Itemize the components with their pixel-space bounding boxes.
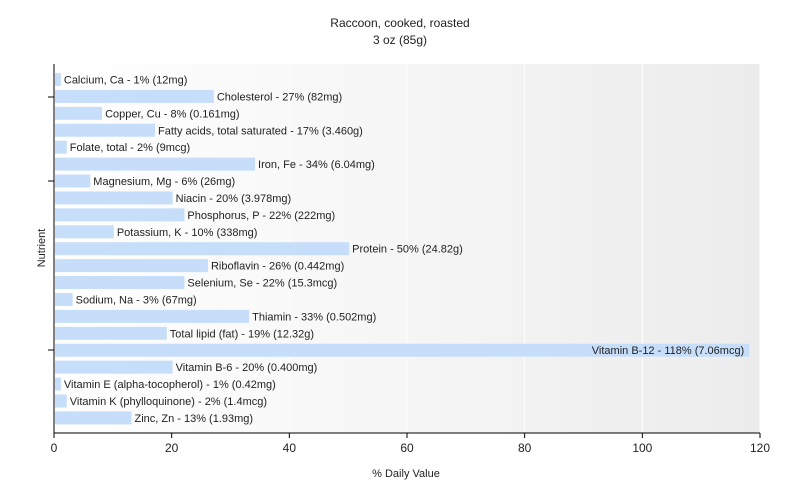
bar-label: Potassium, K - 10% (338mg) (117, 227, 258, 239)
chart-title: Raccoon, cooked, roasted (330, 16, 469, 30)
bar (55, 174, 91, 188)
bars-group (55, 73, 750, 425)
bar (55, 326, 167, 340)
x-axis-label: % Daily Value (372, 468, 440, 480)
bar (55, 343, 750, 357)
bar-label: Sodium, Na - 3% (67mg) (76, 294, 197, 306)
bar-label: Fatty acids, total saturated - 17% (3.46… (158, 125, 363, 137)
x-tick-labels: 0 20 40 60 80 100 120 (51, 441, 771, 455)
bar (55, 89, 214, 103)
bar-label: Magnesium, Mg - 6% (26mg) (93, 176, 235, 188)
bar (55, 292, 73, 306)
bar (55, 394, 67, 408)
bar (55, 225, 114, 239)
x-tick-label: 120 (750, 441, 770, 455)
bar-label: Calcium, Ca - 1% (12mg) (64, 75, 187, 87)
bar (55, 208, 185, 222)
axes-group (48, 64, 761, 438)
bar (55, 191, 173, 205)
bar-label: Zinc, Zn - 13% (1.93mg) (134, 413, 253, 425)
y-axis-label: Nutrient (36, 229, 48, 268)
x-tick-label: 100 (632, 441, 652, 455)
bar-label: Vitamin E (alpha-tocopherol) - 1% (0.42m… (64, 379, 276, 391)
bar (55, 73, 61, 86)
bar (55, 276, 185, 290)
bar-label: Vitamin B-6 - 20% (0.400mg) (176, 362, 318, 374)
x-tick-label: 0 (51, 441, 58, 455)
bar-label: Thiamin - 33% (0.502mg) (252, 311, 376, 323)
bar-label: Riboflavin - 26% (0.442mg) (211, 261, 344, 273)
bar (55, 123, 156, 137)
bar-label: Copper, Cu - 8% (0.161mg) (105, 108, 240, 120)
bar (55, 140, 67, 154)
x-tick-label: 80 (518, 441, 532, 455)
bar-label: Iron, Fe - 34% (6.04mg) (258, 159, 375, 171)
chart-subtitle: 3 oz (85g) (373, 33, 427, 47)
bar (55, 157, 256, 171)
bar-label: Total lipid (fat) - 19% (12.32g) (170, 328, 314, 340)
bar-label: Niacin - 20% (3.978mg) (176, 193, 292, 205)
bar-label: Vitamin K (phylloquinone) - 2% (1.4mcg) (70, 396, 267, 408)
x-tick-label: 40 (283, 441, 297, 455)
bar (55, 259, 208, 273)
bar (55, 242, 350, 256)
bar-labels-group: Calcium, Ca - 1% (12mg) Cholesterol - 27%… (64, 75, 744, 425)
bar-label: Vitamin B-12 - 118% (7.06mcg) (592, 345, 744, 357)
bar-label: Selenium, Se - 22% (15.3mcg) (187, 278, 337, 290)
bar (55, 106, 103, 120)
bar (55, 377, 61, 391)
x-tick-label: 60 (400, 441, 414, 455)
bar-label: Folate, total - 2% (9mcg) (70, 142, 190, 154)
bar (55, 360, 173, 374)
bar (55, 309, 250, 323)
bar-label: Protein - 50% (24.82g) (352, 244, 463, 256)
x-tick-label: 20 (165, 441, 179, 455)
bar (55, 411, 132, 425)
bar-label: Phosphorus, P - 22% (222mg) (187, 210, 335, 222)
bar-label: Cholesterol - 27% (82mg) (217, 91, 342, 103)
